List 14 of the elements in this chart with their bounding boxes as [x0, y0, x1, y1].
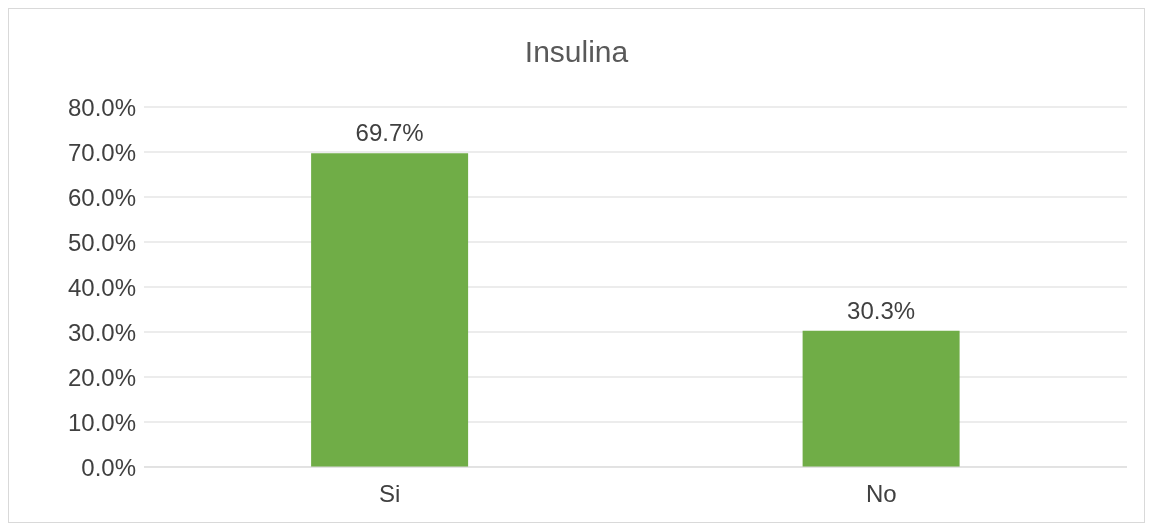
y-tick-label: 50.0% [67, 228, 136, 256]
y-tick-label: 40.0% [67, 273, 136, 301]
y-tick-label: 10.0% [67, 408, 136, 436]
x-tick-label: No [865, 480, 897, 508]
x-tick-label: Si [379, 480, 401, 508]
chart-title: Insulina [523, 35, 630, 69]
y-tick-label: 60.0% [67, 183, 136, 211]
y-tick-label: 80.0% [67, 93, 136, 121]
y-tick-label: 20.0% [67, 363, 136, 391]
y-tick-label: 70.0% [67, 138, 136, 166]
y-tick-label: 30.0% [67, 318, 136, 346]
data-label: 30.3% [847, 296, 916, 324]
data-label: 69.7% [355, 119, 424, 147]
y-tick-label: 0.0% [81, 453, 136, 481]
